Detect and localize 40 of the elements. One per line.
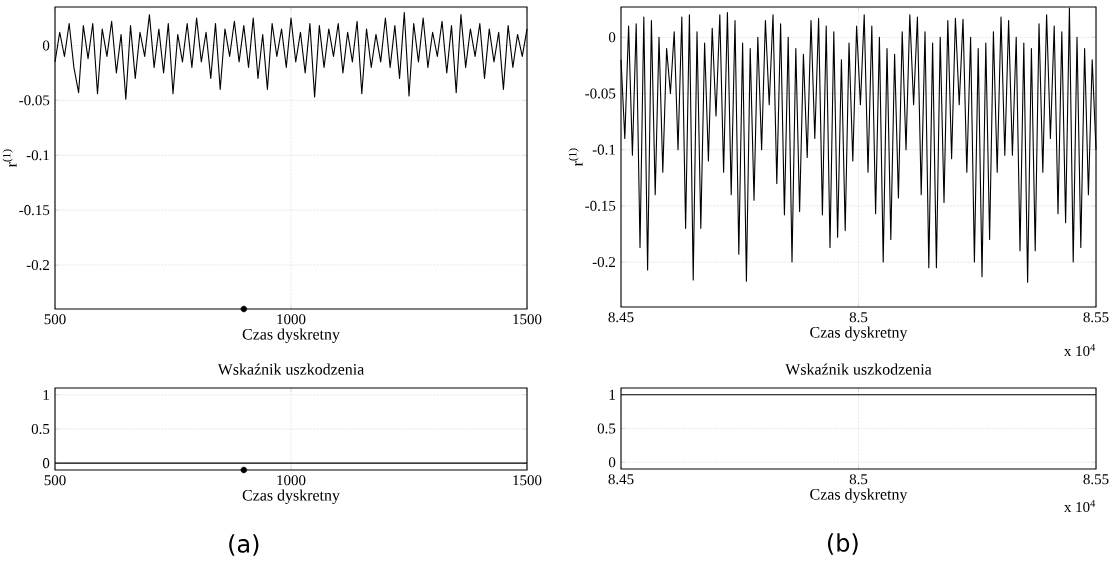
x-tick-label: 8.55	[1083, 312, 1109, 323]
y-tick-label: -0.2	[26, 259, 49, 271]
x-tick-label: 1000	[277, 475, 306, 486]
y-tick-label: 0.5	[597, 423, 616, 434]
text: (a)	[229, 534, 259, 556]
y-tick-label: -0.05	[19, 95, 50, 106]
x-tick-label: 8.55	[1083, 474, 1109, 485]
y-tick-label: -0.05	[585, 88, 616, 99]
chart-title: Wskaźnik uszkodzenia	[217, 363, 365, 375]
y-tick-label: -0.15	[19, 205, 50, 216]
text: x 10$^{4}$	[1064, 499, 1096, 513]
x-tick-label: 1500	[513, 314, 542, 325]
y-axis-title: r$^{(1)}$	[2, 149, 17, 168]
text: (b)	[827, 533, 858, 555]
x-tick-label: 500	[44, 475, 66, 486]
x-axis-title: Czas dyskretny	[810, 488, 908, 503]
y-tick-label: 1	[609, 389, 615, 400]
y-tick-label: 0	[42, 40, 50, 51]
x-axis-title: Czas dyskretny	[242, 489, 340, 504]
x-tick-label: 8.45	[608, 474, 634, 485]
chart-title: Wskaźnik uszkodzenia	[785, 363, 932, 375]
y-tick-label: 0.5	[31, 423, 50, 435]
y-tick-label: -0.2	[592, 256, 615, 268]
x-tick-label: 8.45	[608, 312, 634, 323]
text: x 10$^{4}$	[1064, 343, 1096, 357]
y-tick-label: -0.1	[26, 150, 49, 161]
x-tick-label: 1000	[277, 314, 306, 325]
y-axis-title: r$^{(1)}$	[568, 148, 583, 167]
x-axis-title: Czas dyskretny	[242, 328, 340, 343]
x-tick-label: 8.5	[849, 474, 868, 485]
y-tick-label: 0	[608, 457, 616, 468]
y-tick-label: 0	[608, 32, 616, 43]
x-axis-title: Czas dyskretny	[810, 326, 908, 341]
y-tick-label: -0.15	[585, 200, 616, 211]
y-tick-label: 0	[42, 458, 50, 469]
x-tick-label: 1500	[513, 475, 542, 486]
x-tick-label: 500	[44, 314, 66, 325]
y-tick-label: -0.1	[592, 144, 615, 155]
x-tick-label: 8.5	[849, 312, 868, 323]
y-tick-label: 1	[43, 389, 49, 400]
